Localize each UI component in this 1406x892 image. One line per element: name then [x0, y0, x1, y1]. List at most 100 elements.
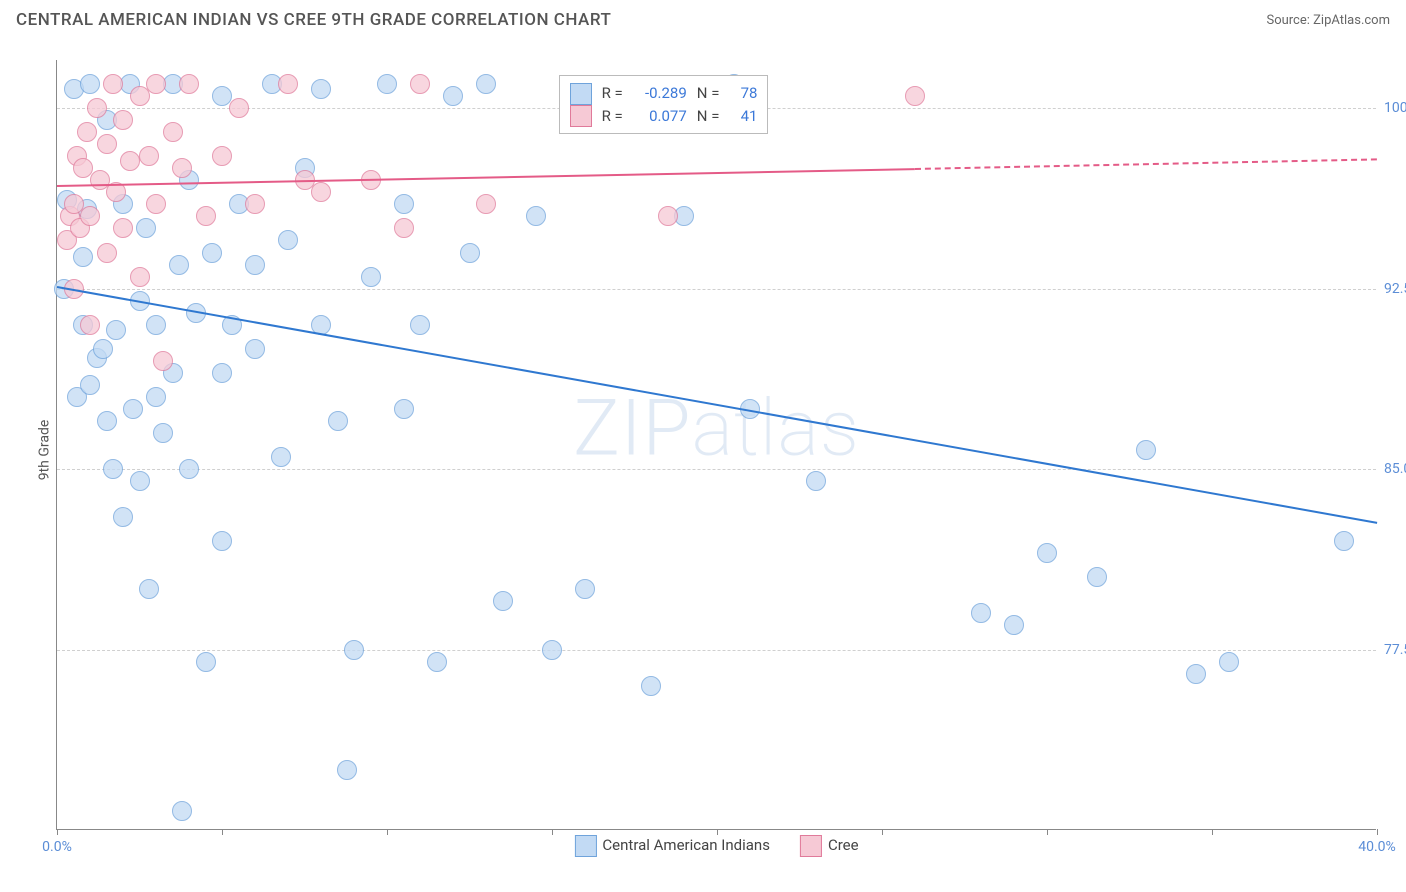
scatter-point	[278, 230, 298, 250]
n-value: 78	[729, 82, 757, 105]
scatter-point	[394, 399, 414, 419]
r-value: -0.289	[633, 82, 687, 105]
scatter-point	[196, 206, 216, 226]
scatter-point	[245, 194, 265, 214]
scatter-point	[139, 579, 159, 599]
r-label: R =	[602, 82, 623, 105]
scatter-point	[377, 74, 397, 94]
legend-swatch	[574, 835, 596, 857]
scatter-point	[130, 471, 150, 491]
scatter-point	[113, 218, 133, 238]
scatter-point	[1219, 652, 1239, 672]
scatter-point	[427, 652, 447, 672]
scatter-point	[103, 459, 123, 479]
scatter-point	[106, 320, 126, 340]
x-tick-mark	[1377, 829, 1378, 835]
scatter-point	[113, 507, 133, 527]
scatter-point	[460, 243, 480, 263]
legend-swatch	[570, 105, 592, 127]
scatter-point	[169, 255, 189, 275]
plot-area: ZIPatlas 77.5%85.0%92.5%100.0%0.0%40.0%R…	[56, 60, 1376, 830]
scatter-point	[271, 447, 291, 467]
scatter-point	[1334, 531, 1354, 551]
legend-row: R =0.077N =41	[570, 105, 758, 128]
gridline	[57, 289, 1376, 290]
scatter-point	[394, 194, 414, 214]
scatter-point	[73, 247, 93, 267]
legend-label: Cree	[828, 836, 859, 854]
scatter-point	[196, 652, 216, 672]
chart-container: 9th Grade ZIPatlas 77.5%85.0%92.5%100.0%…	[20, 40, 1386, 860]
scatter-point	[202, 243, 222, 263]
x-tick-mark	[552, 829, 553, 835]
series-legend: Central American Indians Cree	[574, 835, 858, 857]
scatter-point	[80, 74, 100, 94]
scatter-point	[971, 603, 991, 623]
x-tick-mark	[882, 829, 883, 835]
scatter-point	[394, 218, 414, 238]
scatter-point	[139, 146, 159, 166]
scatter-point	[410, 74, 430, 94]
scatter-point	[172, 158, 192, 178]
y-tick-label: 85.0%	[1384, 461, 1406, 477]
scatter-point	[212, 531, 232, 551]
x-tick-mark	[1047, 829, 1048, 835]
x-tick-mark	[57, 829, 58, 835]
scatter-point	[337, 760, 357, 780]
scatter-point	[130, 267, 150, 287]
scatter-point	[575, 579, 595, 599]
scatter-point	[97, 243, 117, 263]
y-tick-label: 77.5%	[1384, 642, 1406, 658]
scatter-point	[245, 339, 265, 359]
scatter-point	[146, 194, 166, 214]
scatter-point	[344, 640, 364, 660]
r-value: 0.077	[633, 105, 687, 128]
scatter-point	[163, 122, 183, 142]
scatter-point	[97, 411, 117, 431]
scatter-point	[103, 74, 123, 94]
scatter-point	[542, 640, 562, 660]
watermark: ZIPatlas	[573, 384, 860, 475]
n-value: 41	[729, 105, 757, 128]
scatter-point	[1186, 664, 1206, 684]
scatter-point	[136, 218, 156, 238]
scatter-point	[1136, 440, 1156, 460]
scatter-point	[146, 74, 166, 94]
legend-item: Central American Indians	[574, 835, 770, 857]
scatter-point	[1037, 543, 1057, 563]
x-tick-mark	[1212, 829, 1213, 835]
scatter-point	[443, 86, 463, 106]
n-label: N =	[697, 105, 720, 128]
n-label: N =	[697, 82, 720, 105]
scatter-point	[476, 74, 496, 94]
scatter-point	[361, 267, 381, 287]
source-label: Source: ZipAtlas.com	[1266, 13, 1390, 28]
scatter-point	[93, 339, 113, 359]
scatter-point	[806, 471, 826, 491]
x-tick-mark	[387, 829, 388, 835]
scatter-point	[410, 315, 430, 335]
scatter-point	[120, 151, 140, 171]
y-tick-label: 100.0%	[1384, 100, 1406, 116]
scatter-point	[311, 182, 331, 202]
scatter-point	[641, 676, 661, 696]
scatter-point	[328, 411, 348, 431]
scatter-point	[87, 98, 107, 118]
scatter-point	[212, 363, 232, 383]
scatter-point	[146, 387, 166, 407]
gridline	[57, 650, 1376, 651]
scatter-point	[123, 399, 143, 419]
x-tick-label: 40.0%	[1358, 839, 1396, 855]
legend-label: Central American Indians	[602, 836, 770, 854]
y-tick-label: 92.5%	[1384, 281, 1406, 297]
legend-swatch	[800, 835, 822, 857]
scatter-point	[1087, 567, 1107, 587]
chart-title: CENTRAL AMERICAN INDIAN VS CREE 9TH GRAD…	[16, 10, 611, 30]
scatter-point	[658, 206, 678, 226]
scatter-point	[179, 459, 199, 479]
legend-item: Cree	[800, 835, 859, 857]
legend-swatch	[570, 83, 592, 105]
x-tick-label: 0.0%	[42, 839, 72, 855]
legend-row: R = -0.289 N = 78	[570, 82, 758, 105]
x-tick-mark	[222, 829, 223, 835]
